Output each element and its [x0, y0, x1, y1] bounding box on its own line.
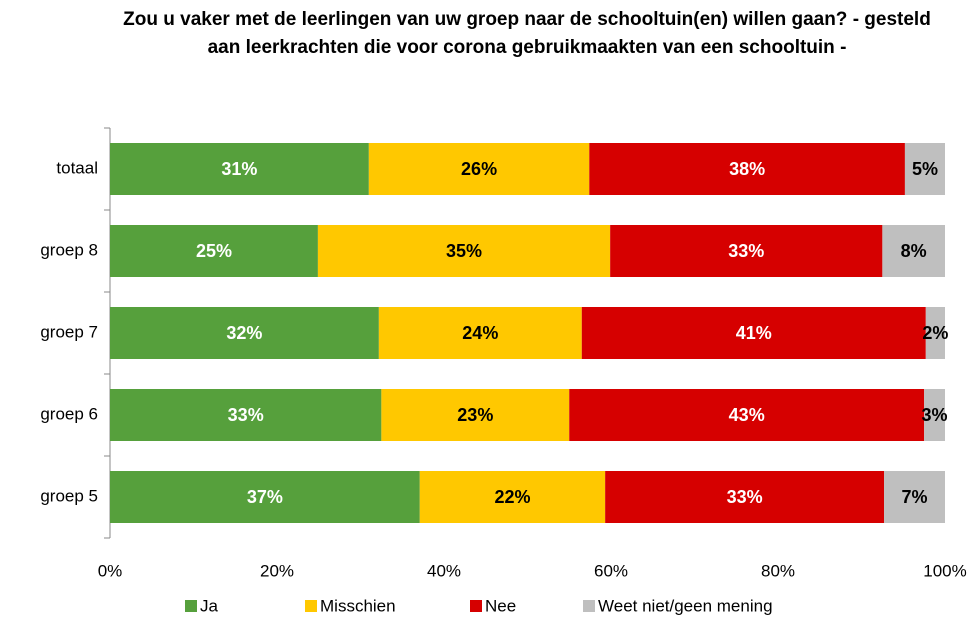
data-label: 32%	[226, 323, 262, 343]
bar-segment	[924, 389, 945, 441]
x-tick-label: 100%	[923, 561, 966, 580]
legend-label: Misschien	[320, 596, 396, 615]
bar-segment	[110, 389, 382, 441]
legend-swatch	[470, 600, 482, 612]
bar-segment	[569, 389, 925, 441]
y-tick-label: groep 8	[40, 240, 98, 259]
y-tick-label: groep 6	[40, 404, 98, 423]
legend-label: Weet niet/geen mening	[598, 596, 773, 615]
x-tick-label: 40%	[427, 561, 461, 580]
data-label: 35%	[446, 241, 482, 261]
x-tick-label: 20%	[260, 561, 294, 580]
x-tick-label: 0%	[98, 561, 123, 580]
bar-segment	[589, 143, 905, 195]
data-label: 33%	[728, 241, 764, 261]
bar-segment	[381, 389, 570, 441]
data-label: 25%	[196, 241, 232, 261]
data-label: 37%	[247, 487, 283, 507]
bar-segment	[884, 471, 945, 523]
data-label: 23%	[457, 405, 493, 425]
legend-label: Nee	[485, 596, 516, 615]
legend-label: Ja	[200, 596, 219, 615]
bar-segment	[110, 307, 379, 359]
bar-segment	[110, 471, 420, 523]
bar-segment	[419, 471, 606, 523]
bar-segment	[378, 307, 582, 359]
data-label: 33%	[228, 405, 264, 425]
legend-swatch	[583, 600, 595, 612]
bar-segment	[610, 225, 883, 277]
data-label: 41%	[736, 323, 772, 343]
bar-segment	[581, 307, 926, 359]
chart-title: Zou u vaker met de leerlingen van uw gro…	[123, 9, 931, 58]
data-label: 2%	[922, 323, 948, 343]
y-tick-label: groep 5	[40, 486, 98, 505]
data-label: 5%	[912, 159, 938, 179]
bar-segment	[317, 225, 611, 277]
data-label: 43%	[729, 405, 765, 425]
bar-segment	[110, 225, 318, 277]
bar-segment	[368, 143, 590, 195]
bar-segment	[904, 143, 945, 195]
legend-swatch	[305, 600, 317, 612]
y-tick-label: groep 7	[40, 322, 98, 341]
bar-segment	[110, 143, 369, 195]
data-label: 3%	[922, 405, 948, 425]
bar-segment	[925, 307, 945, 359]
bar-segment	[605, 471, 885, 523]
data-label: 33%	[727, 487, 763, 507]
data-label: 22%	[494, 487, 530, 507]
data-label: 31%	[221, 159, 257, 179]
data-label: 7%	[902, 487, 928, 507]
data-label: 24%	[462, 323, 498, 343]
data-label: 26%	[461, 159, 497, 179]
x-tick-label: 60%	[594, 561, 628, 580]
legend-swatch	[185, 600, 197, 612]
x-tick-label: 80%	[761, 561, 795, 580]
y-tick-label: totaal	[56, 158, 98, 177]
data-label: 38%	[729, 159, 765, 179]
bar-segment	[882, 225, 945, 277]
data-label: 8%	[901, 241, 927, 261]
